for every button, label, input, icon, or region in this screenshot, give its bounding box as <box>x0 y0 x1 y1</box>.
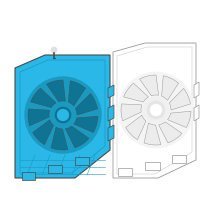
Polygon shape <box>48 165 62 173</box>
Polygon shape <box>51 127 68 150</box>
Polygon shape <box>121 104 142 121</box>
Polygon shape <box>126 115 146 140</box>
Polygon shape <box>172 155 186 163</box>
Polygon shape <box>124 83 148 102</box>
Polygon shape <box>159 122 182 143</box>
Polygon shape <box>75 157 89 165</box>
Polygon shape <box>140 75 159 96</box>
Polygon shape <box>74 116 98 133</box>
Polygon shape <box>162 76 178 100</box>
Polygon shape <box>28 109 50 126</box>
Polygon shape <box>144 123 161 145</box>
Polygon shape <box>167 111 191 128</box>
Circle shape <box>55 107 71 123</box>
Polygon shape <box>169 88 190 110</box>
Circle shape <box>51 103 75 127</box>
Polygon shape <box>31 88 56 108</box>
Circle shape <box>147 101 165 119</box>
Polygon shape <box>118 168 132 176</box>
Circle shape <box>143 97 169 123</box>
Polygon shape <box>68 81 85 106</box>
Polygon shape <box>194 105 199 121</box>
Polygon shape <box>33 120 54 145</box>
Circle shape <box>57 109 69 121</box>
Polygon shape <box>113 43 196 178</box>
Polygon shape <box>65 126 89 148</box>
Polygon shape <box>108 105 114 121</box>
Polygon shape <box>108 85 114 98</box>
Circle shape <box>25 77 101 153</box>
Polygon shape <box>47 80 65 102</box>
Circle shape <box>150 104 162 116</box>
Circle shape <box>118 72 194 148</box>
Polygon shape <box>22 172 35 180</box>
Circle shape <box>51 47 57 53</box>
Polygon shape <box>15 55 110 178</box>
Polygon shape <box>75 93 97 115</box>
Polygon shape <box>145 162 160 170</box>
Polygon shape <box>194 82 199 98</box>
Polygon shape <box>108 125 114 141</box>
